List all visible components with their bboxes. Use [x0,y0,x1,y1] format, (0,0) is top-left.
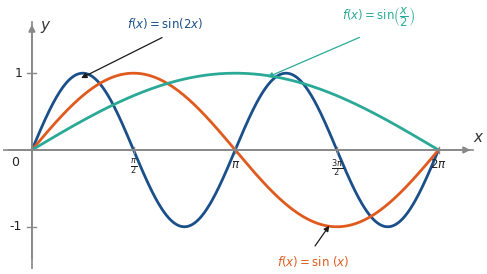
Text: $\frac{\pi}{2}$: $\frac{\pi}{2}$ [130,158,137,177]
Text: $f(x) = \sin\!\left(\dfrac{x}{2}\right)$: $f(x) = \sin\!\left(\dfrac{x}{2}\right)$ [341,5,415,29]
Text: $x$: $x$ [473,130,484,145]
Text: $2\pi$: $2\pi$ [430,158,447,171]
Text: $f(x) = \sin(2x)$: $f(x) = \sin(2x)$ [127,16,203,31]
Text: -1: -1 [10,220,22,233]
Text: $y$: $y$ [40,19,52,35]
Text: $\frac{3\pi}{2}$: $\frac{3\pi}{2}$ [331,158,343,179]
Text: $f(x) = \sin\,(x)$: $f(x) = \sin\,(x)$ [277,254,350,269]
Text: 1: 1 [14,67,22,80]
Text: $\pi$: $\pi$ [231,158,240,171]
Text: 0: 0 [11,156,19,169]
